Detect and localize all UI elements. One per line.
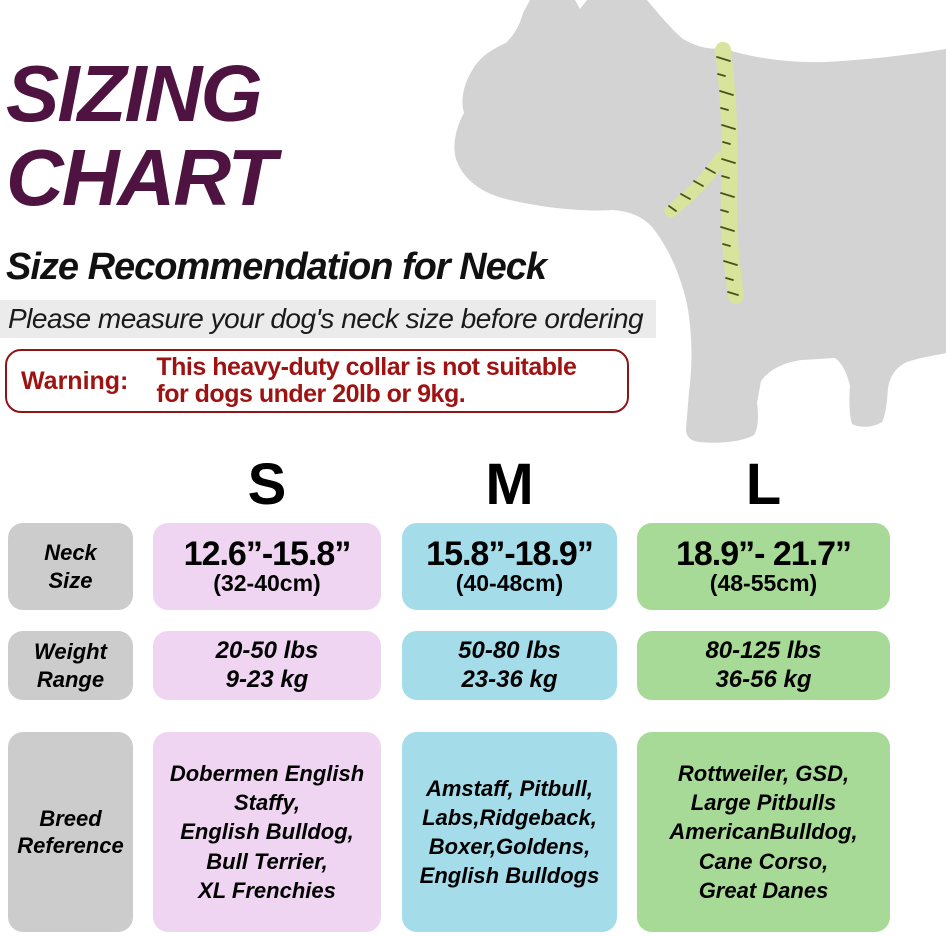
breed-reference-cell-m: Amstaff, Pitbull, Labs,Ridgeback, Boxer,… [402, 732, 617, 932]
weight-range-cell-m: 50-80 lbs 23-36 kg [402, 631, 617, 700]
neck-size-cell-s: 12.6”-15.8” (32-40cm) [153, 523, 381, 610]
neck-size-inches-l: 18.9”- 21.7” [675, 534, 852, 573]
neck-size-cell-m: 15.8”-18.9” (40-48cm) [402, 523, 617, 610]
warning-message: This heavy-duty collar is not suitable f… [156, 352, 577, 408]
dog-silhouette-graphic [454, 0, 946, 443]
breed-reference-cell-l: Rottweiler, GSD, Large Pitbulls American… [637, 732, 890, 932]
warning-label: Warning: [21, 366, 129, 395]
weight-range-value-l: 80-125 lbs 36-56 kg [705, 636, 822, 693]
neck-size-inches-s: 12.6”-15.8” [183, 534, 352, 573]
weight-range-cell-l: 80-125 lbs 36-56 kg [637, 631, 890, 700]
dog-body-shape [454, 0, 946, 443]
breed-reference-cell-s: Dobermen English Staffy, English Bulldog… [153, 732, 381, 932]
page-title: SIZING CHART [6, 49, 277, 222]
neck-size-cm-l: (48-55cm) [709, 569, 818, 596]
row-label-weight-range: Weight Range [8, 631, 133, 700]
weight-range-value-s: 20-50 lbs 9-23 kg [215, 636, 319, 693]
instruction-banner: Please measure your dog's neck size befo… [0, 300, 656, 338]
subtitle: Size Recommendation for Neck [6, 246, 547, 288]
row-label-neck-size: Neck Size [8, 523, 133, 610]
breed-list-m: Amstaff, Pitbull, Labs,Ridgeback, Boxer,… [419, 775, 600, 889]
warning-box: Warning: This heavy-duty collar is not s… [5, 349, 629, 413]
weight-range-cell-s: 20-50 lbs 9-23 kg [153, 631, 381, 700]
row-label-breed-reference: Breed Reference [8, 732, 133, 932]
breed-list-l: Rottweiler, GSD, Large Pitbulls American… [669, 761, 858, 903]
column-header-s: S [247, 452, 287, 517]
neck-size-cm-m: (40-48cm) [455, 569, 564, 596]
measuring-tape-icon [664, 42, 744, 304]
breed-list-s: Dobermen English Staffy, English Bulldog… [169, 761, 365, 903]
column-header-l: L [745, 452, 782, 517]
size-table: Neck Size 12.6”-15.8” (32-40cm) 15.8”-18… [8, 523, 890, 932]
weight-range-value-m: 50-80 lbs 23-36 kg [458, 636, 561, 693]
neck-size-cm-s: (32-40cm) [213, 569, 321, 596]
neck-size-inches-m: 15.8”-18.9” [426, 534, 594, 573]
neck-size-cell-l: 18.9”- 21.7” (48-55cm) [637, 523, 890, 610]
column-header-m: M [485, 452, 534, 517]
